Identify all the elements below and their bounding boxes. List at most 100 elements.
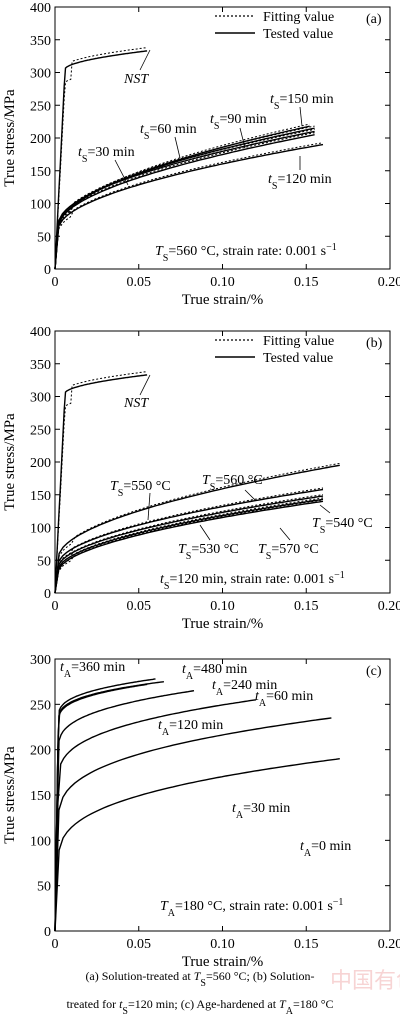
y-tick-label: 300 <box>30 653 51 668</box>
series-line-tested <box>54 683 148 932</box>
y-tick-label: 150 <box>30 789 51 804</box>
y-tick-label: 50 <box>37 880 51 895</box>
curve-annotation: TS=570 °C <box>258 542 319 562</box>
curve-annotation: tS=120 min <box>268 172 332 192</box>
annotation-leader <box>279 527 291 541</box>
x-tick-label: 0.10 <box>210 599 235 614</box>
curve-annotation: TS=530 °C <box>178 542 239 562</box>
x-tick-label: 0.15 <box>294 937 319 952</box>
curve-annotation: NST <box>123 72 149 87</box>
series-line-tested <box>54 134 315 270</box>
y-tick-label: 100 <box>30 522 51 537</box>
series-line-fitting <box>54 123 310 270</box>
y-tick-label: 200 <box>30 456 51 471</box>
test-condition-label: tS=120 min, strain rate: 0.001 s−1 <box>160 570 345 592</box>
test-condition-label: TS=560 °C, strain rate: 0.001 s−1 <box>155 242 337 264</box>
legend: Fitting value Tested value <box>215 10 334 42</box>
annotation-leader <box>319 504 331 514</box>
series-line-fitting <box>54 47 148 270</box>
panel-a: 0 0.05 0.10 0.15 0.20 0 50 100 150 200 250 300 350 40… <box>2 1 400 308</box>
x-tick-label: 0.10 <box>210 937 235 952</box>
plot-frame <box>54 6 391 270</box>
y-tick-label: 350 <box>30 358 51 373</box>
series-line-tested <box>54 143 324 270</box>
annotation-leader <box>239 127 246 149</box>
y-tick-label: 100 <box>30 198 51 213</box>
series-line-fitting <box>54 371 148 594</box>
test-condition-label: TA=180 °C, strain rate: 0.001 s−1 <box>160 897 343 919</box>
curve-annotation: tA=120 min <box>158 718 223 738</box>
y-tick-label: 0 <box>44 587 51 602</box>
panel-label: (c) <box>366 664 382 679</box>
curve-annotation: tS=30 min <box>78 145 135 165</box>
x-tick-label: 0.15 <box>294 275 319 290</box>
legend: Fitting value Tested value <box>215 334 334 366</box>
y-axis-label: True stress/MPa <box>2 746 18 844</box>
x-tick-label: 0 <box>52 599 59 614</box>
x-tick-label: 0.20 <box>378 937 400 952</box>
y-tick-label: 300 <box>30 67 51 82</box>
watermark: 中国有色网 <box>330 968 400 993</box>
y-tick-label: 50 <box>37 230 51 245</box>
series-line-tested <box>54 678 156 932</box>
curve-annotation: tS=150 min <box>270 92 334 112</box>
series-line-fitting <box>54 497 324 594</box>
y-tick-label: 350 <box>30 34 51 49</box>
y-tick-label: 250 <box>30 423 51 438</box>
y-tick-label: 400 <box>30 325 51 340</box>
curve-annotation: tA=360 min <box>60 660 125 680</box>
series-line-tested <box>54 500 324 594</box>
series-line-fitting <box>54 128 315 270</box>
y-tick-label: 200 <box>30 132 51 147</box>
y-tick-label: 150 <box>30 489 51 504</box>
y-tick-label: 300 <box>30 391 51 406</box>
x-axis-label: True strain/% <box>182 616 264 632</box>
panel-c: 0 0.05 0.10 0.15 0.20 0 50 100 150 200 250 300 True … <box>2 653 400 970</box>
curve-annotation: tA=30 min <box>232 801 290 821</box>
x-tick-label: 0.15 <box>294 599 319 614</box>
annotation-leader <box>174 136 181 159</box>
series-line-fitting <box>54 494 324 594</box>
y-tick-label: 200 <box>30 744 51 759</box>
annotation-leader <box>299 106 303 127</box>
curve-annotation: tA=240 min <box>212 678 277 698</box>
annotation-leader <box>147 492 151 521</box>
caption-line-1: (a) Solution-treated at TS=560 °C; (b) S… <box>85 969 314 989</box>
y-tick-label: 150 <box>30 165 51 180</box>
series-line-tested <box>54 498 324 594</box>
series-line-tested <box>54 374 148 594</box>
x-tick-label: 0.05 <box>127 937 152 952</box>
plot-frame <box>54 658 391 932</box>
y-tick-label: 50 <box>37 554 51 569</box>
y-tick-label: 250 <box>30 698 51 713</box>
y-axis-label: True stress/MPa <box>2 89 18 187</box>
panel-b: 0 0.05 0.10 0.15 0.20 0 50 100 150 200 250 300 350 40… <box>2 325 400 632</box>
series-line-tested <box>54 464 340 594</box>
series-line-tested <box>54 125 310 270</box>
y-axis-label: True stress/MPa <box>2 413 18 511</box>
series-line-tested <box>54 690 195 932</box>
x-tick-label: 0.20 <box>378 599 400 614</box>
series-line-tested <box>54 699 257 932</box>
caption-line-2: treated for tS=120 min; (c) Age-hardened… <box>66 997 333 1017</box>
x-tick-label: 0.20 <box>378 275 400 290</box>
x-tick-label: 0 <box>52 275 59 290</box>
y-tick-label: 0 <box>44 925 51 940</box>
series-line-tested <box>54 50 148 270</box>
series-line-tested <box>54 488 324 594</box>
annotation-leader <box>139 374 151 396</box>
x-tick-label: 0.10 <box>210 275 235 290</box>
x-tick-label: 0.05 <box>127 599 152 614</box>
curve-annotation: tA=0 min <box>300 839 351 859</box>
series-line-fitting <box>54 132 315 270</box>
annotation-leader <box>244 489 256 501</box>
annotation-leader <box>139 49 151 71</box>
x-axis-label: True strain/% <box>182 292 264 308</box>
curve-annotation: tA=60 min <box>255 689 313 709</box>
y-tick-label: 400 <box>30 1 51 16</box>
series-line-tested <box>54 495 324 594</box>
y-tick-label: 250 <box>30 99 51 114</box>
annotation-leader <box>199 524 211 541</box>
y-tick-label: 0 <box>44 263 51 278</box>
